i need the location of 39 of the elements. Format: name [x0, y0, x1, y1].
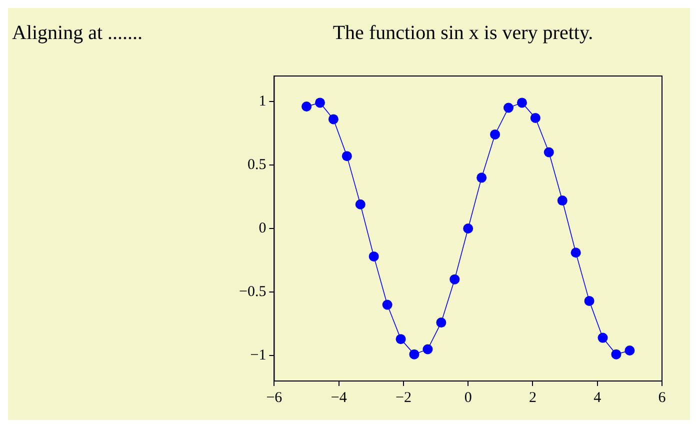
point	[342, 151, 352, 162]
point	[570, 248, 581, 258]
point	[315, 98, 325, 108]
y-tick-label: 0	[258, 220, 266, 236]
point	[436, 318, 446, 328]
x-tick-label: −4	[330, 390, 348, 406]
y-tick-label: −0.5	[238, 284, 266, 300]
point	[557, 196, 568, 206]
x-tick-label: −6	[266, 390, 283, 406]
point	[409, 349, 420, 360]
y-tick-label: 1	[258, 93, 266, 110]
point	[624, 346, 635, 356]
text: Aligning at .......	[12, 22, 143, 45]
point	[490, 129, 500, 140]
point	[530, 112, 540, 123]
point	[302, 102, 312, 112]
point	[598, 332, 608, 343]
point	[516, 98, 527, 108]
point	[476, 172, 487, 183]
x-tick-label: 6	[658, 390, 666, 406]
point	[504, 102, 514, 113]
point	[450, 274, 460, 284]
point	[328, 114, 338, 124]
x-tick-label: 0	[464, 390, 472, 406]
point	[382, 300, 392, 310]
point	[584, 296, 594, 306]
point	[422, 344, 433, 354]
x-tick-label: 2	[528, 390, 536, 406]
point	[396, 334, 406, 344]
point	[611, 349, 622, 360]
point	[544, 147, 554, 158]
y-tick-label: −1	[250, 348, 266, 364]
point	[368, 251, 379, 262]
x-tick-label: 4	[594, 390, 602, 406]
y-tick-label: 0.5	[247, 156, 266, 173]
chart-title: The function sin x is very pretty.	[332, 22, 594, 45]
point	[355, 199, 366, 210]
point	[463, 224, 474, 234]
x-tick-label: −2	[395, 390, 412, 406]
